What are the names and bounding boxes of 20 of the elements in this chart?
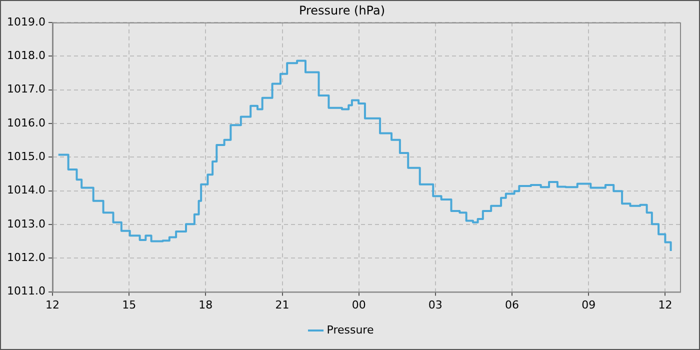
- x-tick-label: 00: [352, 298, 366, 312]
- x-tick-label: 12: [45, 298, 60, 312]
- x-tick-label: 18: [198, 298, 213, 312]
- y-tick-label: 1016.0: [6, 116, 46, 130]
- y-tick-label: 1017.0: [6, 82, 46, 96]
- chart-title: Pressure (hPa): [298, 3, 386, 18]
- x-tick-label: 15: [122, 298, 136, 312]
- y-tick-label: 1018.0: [6, 48, 46, 62]
- y-tick-label: 1015.0: [6, 150, 46, 163]
- y-tick-label: 1012.0: [6, 250, 46, 264]
- y-tick-label: 1013.0: [6, 217, 46, 230]
- x-tick-label: 09: [582, 298, 596, 312]
- y-tick-label: 1014.0: [6, 184, 46, 197]
- x-tick-label: 21: [275, 298, 290, 312]
- x-tick-label: 12: [658, 298, 672, 312]
- x-tick-label: 06: [505, 298, 520, 312]
- y-tick-label: 1011.0: [6, 284, 46, 298]
- y-tick-label: 1019.0: [6, 15, 46, 28]
- x-tick-label: 03: [428, 298, 442, 312]
- legend-label: Pressure: [326, 323, 374, 336]
